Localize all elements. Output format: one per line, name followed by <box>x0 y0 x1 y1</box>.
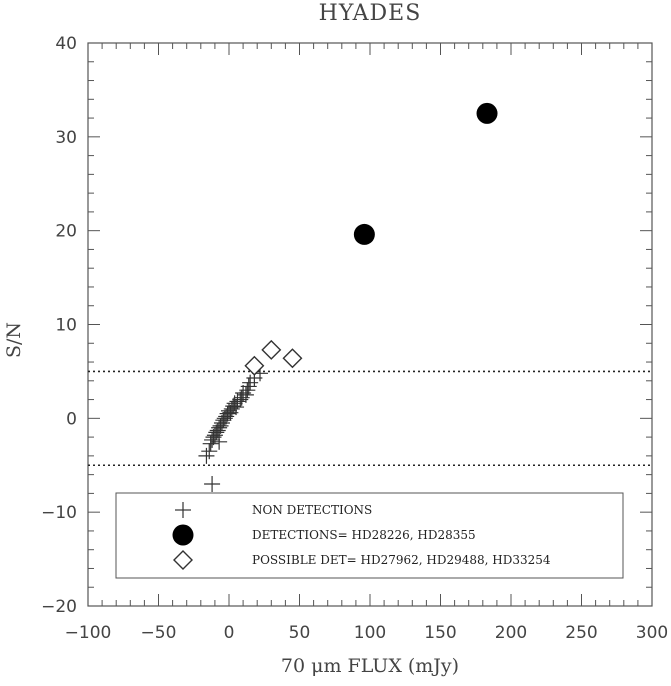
data-point-open-diamond <box>244 355 265 376</box>
x-tick-label: 200 <box>495 623 527 643</box>
x-tick-label: 0 <box>224 623 235 643</box>
data-point-plus <box>204 431 221 448</box>
data-point-plus <box>206 427 223 444</box>
data-point-plus <box>204 476 221 493</box>
data-point-plus <box>239 382 256 399</box>
legend-marker <box>172 524 194 546</box>
x-axis-label: 70 μm FLUX (mJy) <box>281 655 459 677</box>
data-point-plus <box>201 443 218 460</box>
y-tick-label: 40 <box>55 34 77 54</box>
data-point-plus <box>202 435 219 452</box>
y-tick-label: 10 <box>55 316 77 336</box>
x-tick-label: −50 <box>141 623 177 643</box>
data-point-open-diamond <box>282 348 303 369</box>
data-point-plus <box>213 415 230 432</box>
data-point-filled-circle <box>476 102 498 124</box>
data-point-plus <box>215 412 232 429</box>
x-tick-label: 50 <box>289 623 311 643</box>
x-tick-label: 100 <box>354 623 386 643</box>
y-tick-label: 0 <box>66 409 77 429</box>
data-point-filled-circle <box>353 223 375 245</box>
y-tick-label: −20 <box>41 597 77 617</box>
data-marks <box>198 102 498 493</box>
data-point-plus <box>237 386 254 403</box>
data-point-plus <box>211 419 228 436</box>
x-tick-label: 250 <box>565 623 597 643</box>
legend-label: POSSIBLE DET= HD27962, HD29488, HD33254 <box>252 553 551 567</box>
x-tick-label: 300 <box>636 623 668 643</box>
data-point-plus <box>242 374 259 391</box>
legend-marker <box>175 502 191 518</box>
y-axis-label: S/N <box>3 322 25 358</box>
legend-marker <box>173 550 193 570</box>
legend-label: DETECTIONS= HD28226, HD28355 <box>252 528 476 542</box>
y-tick-label: 30 <box>55 128 77 148</box>
data-point-plus <box>229 393 246 410</box>
data-point-plus <box>209 422 226 439</box>
chart-title: HYADES <box>319 1 422 26</box>
data-point-open-diamond <box>261 339 282 360</box>
y-tick-label: −10 <box>41 503 77 523</box>
data-point-plus <box>240 378 257 395</box>
data-point-plus <box>208 424 225 441</box>
data-point-plus <box>225 398 242 415</box>
data-point-plus <box>198 447 215 464</box>
legend-label: NON DETECTIONS <box>252 503 372 517</box>
legend-box <box>115 492 624 579</box>
x-tick-label: −100 <box>65 623 112 643</box>
x-tick-label: 150 <box>424 623 456 643</box>
data-point-plus <box>211 433 228 450</box>
y-tick-label: 20 <box>55 222 77 242</box>
reference-lines <box>88 370 652 467</box>
legend: NON DETECTIONS DETECTIONS= HD28226, HD283… <box>115 492 624 579</box>
